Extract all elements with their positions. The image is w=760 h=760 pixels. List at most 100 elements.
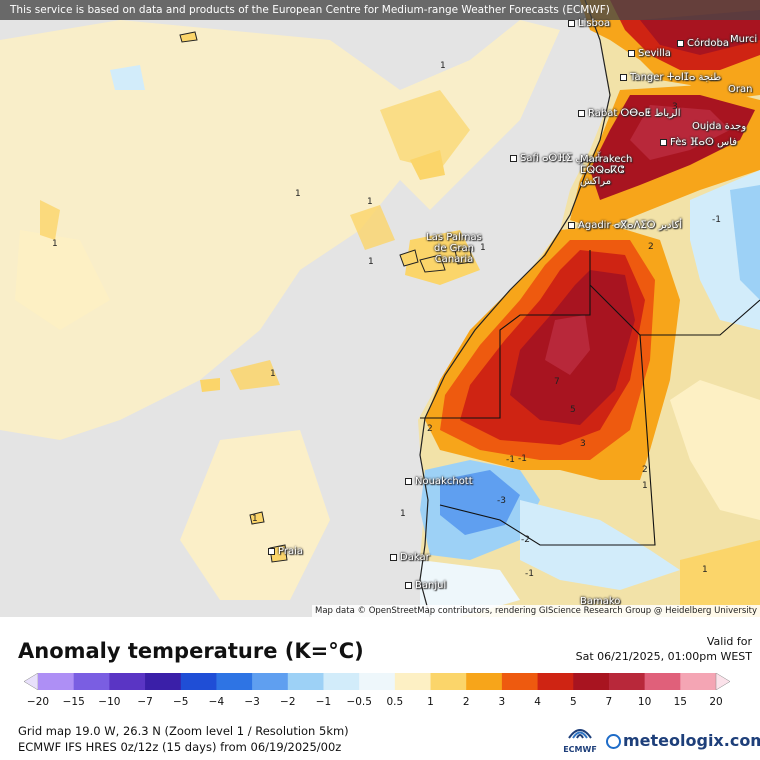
contour-label: -2 (521, 535, 530, 545)
scale-arrow-low (24, 673, 39, 690)
scale-tick-label: −4 (208, 696, 225, 708)
meteologix-logo[interactable]: meteologix.com (606, 731, 760, 750)
city-oujda[interactable]: Oujda وجدة (692, 121, 747, 132)
scale-swatch (680, 673, 717, 690)
contour-label: 1 (400, 509, 406, 519)
scale-tick-label: −10 (98, 696, 121, 708)
city-las-palmas[interactable]: Las Palmas de Gran Canaria (426, 232, 482, 265)
city-marker-icon (405, 581, 412, 589)
scale-swatch (430, 673, 467, 690)
city-marker-icon (620, 73, 627, 81)
city-safi[interactable]: Safi ⴰⵙⴼⵉ آسفي (510, 153, 600, 164)
scale-swatch (38, 673, 75, 690)
scale-swatch (180, 673, 217, 690)
city-cordoba[interactable]: Córdoba (677, 38, 729, 49)
scale-tick-label: −7 (137, 696, 153, 708)
contour-label: -1 (712, 215, 721, 225)
ecmwf-logo: ECMWF (560, 722, 600, 756)
scale-swatch (394, 673, 432, 690)
city-marker-icon (628, 49, 635, 57)
city-marker-icon (568, 221, 575, 229)
color-scale-bar (24, 673, 730, 690)
city-agadir[interactable]: Agadir ⴰⴳⴰⴷⵉⵔ أكادير (568, 220, 682, 231)
scale-tick-label: −20 (26, 696, 50, 708)
city-fes[interactable]: Fès ⴼⴰⵙ فاس (660, 137, 737, 148)
scale-tick-label: −3 (244, 696, 260, 708)
city-nouakchott[interactable]: Nouakchott (405, 476, 473, 487)
scale-swatch (537, 673, 574, 690)
scale-tick-label: 2 (462, 696, 470, 708)
scale-swatch (145, 673, 182, 690)
contour-label: 2 (648, 242, 654, 252)
grid-info: Grid map 19.0 W, 26.3 N (Zoom level 1 / … (18, 724, 349, 738)
scale-tick-label: 4 (534, 696, 541, 708)
contour-label: 1 (480, 243, 486, 253)
city-tanger[interactable]: Tanger ⵜⴰⵏⵊⴰ طنجة (620, 72, 721, 83)
city-marker-icon (677, 39, 684, 47)
scale-tick-label: 10 (637, 696, 652, 708)
contour-label: 1 (295, 189, 301, 199)
legend-title: Anomaly temperature (K=°C) (18, 639, 364, 663)
contour-label: 1 (368, 257, 374, 267)
city-marker-icon (578, 109, 585, 117)
scale-swatch (359, 673, 396, 690)
scale-tick-label: 5 (569, 696, 577, 708)
valid-time: Sat 06/21/2025, 01:00pm WEST (575, 650, 752, 663)
scale-tick-label: −0.5 (346, 696, 372, 708)
map-view[interactable]: This service is based on data and produc… (0, 0, 760, 617)
valid-label: Valid for (706, 635, 752, 648)
city-lisboa[interactable]: Lisboa (568, 18, 610, 29)
city-marker-icon (510, 154, 517, 162)
city-bamako[interactable]: Bamako (580, 596, 621, 607)
scale-arrow-high (715, 673, 730, 690)
contour-label: 2 (642, 465, 648, 475)
scale-tick-label: −1 (315, 696, 332, 708)
city-marker-icon (390, 553, 397, 561)
contour-label: 1 (440, 61, 446, 71)
city-banjul[interactable]: Banjul (405, 580, 446, 591)
scale-tick-label: −2 (280, 696, 296, 708)
contour-label: 1 (702, 565, 708, 575)
scale-swatch (323, 673, 360, 690)
contour-label: 2 (427, 424, 433, 434)
anomaly-field (0, 0, 760, 617)
scale-swatch (573, 673, 610, 690)
scale-tick-label: 1 (427, 696, 434, 708)
city-praia[interactable]: Praia (268, 546, 303, 557)
contour-label: 7 (554, 377, 560, 387)
contour-label: 1 (270, 369, 276, 379)
contour-label: 1 (252, 514, 258, 524)
scale-swatch (287, 673, 324, 690)
scale-swatch (501, 673, 539, 690)
city-oran[interactable]: Oran (728, 84, 753, 95)
contour-label: -1 (525, 569, 534, 579)
scale-swatch (109, 673, 146, 690)
contour-label: 3 (672, 102, 678, 112)
city-marker-icon (405, 477, 412, 485)
contour-label: 1 (367, 197, 373, 207)
contour-label: 3 (580, 439, 586, 449)
city-murcia[interactable]: Murci (730, 34, 758, 45)
city-marrakech[interactable]: Marrakech ⵎⵕⵕⴰⴽⵛ مراكش (580, 154, 633, 187)
scale-tick-label: 7 (605, 696, 613, 708)
contour-label: -3 (497, 496, 506, 506)
contour-label: -1 (518, 454, 527, 464)
scale-swatch (644, 673, 681, 690)
scale-swatch (466, 673, 503, 690)
ecmwf-banner: This service is based on data and produc… (0, 0, 760, 20)
city-marker-icon (660, 138, 667, 146)
city-marker-icon (268, 547, 275, 555)
scale-tick-label: −5 (172, 696, 189, 708)
model-info: ECMWF IFS HRES 0z/12z (15 days) from 06/… (18, 740, 342, 754)
contour-label: -1 (506, 455, 515, 465)
city-dakar[interactable]: Dakar (390, 552, 430, 563)
scale-tick-label: 20 (709, 696, 723, 708)
city-sevilla[interactable]: Sevilla (628, 48, 671, 59)
contour-label: 1 (52, 239, 58, 249)
meteologix-logo-icon (606, 734, 621, 749)
scale-swatch (252, 673, 289, 690)
color-scale-ticks: −20 −15 −10 −7 −5 −4 −3 −2 −1 −0.5 0.5 1 2 3 4 5 7 10 15 20 (0, 696, 760, 710)
scale-tick-label: 0.5 (386, 696, 404, 708)
map-attribution[interactable]: Map data © OpenStreetMap contributors, r… (312, 605, 760, 617)
city-rabat[interactable]: Rabat ⵔⴱⴰⵟ الرباط (578, 108, 680, 119)
